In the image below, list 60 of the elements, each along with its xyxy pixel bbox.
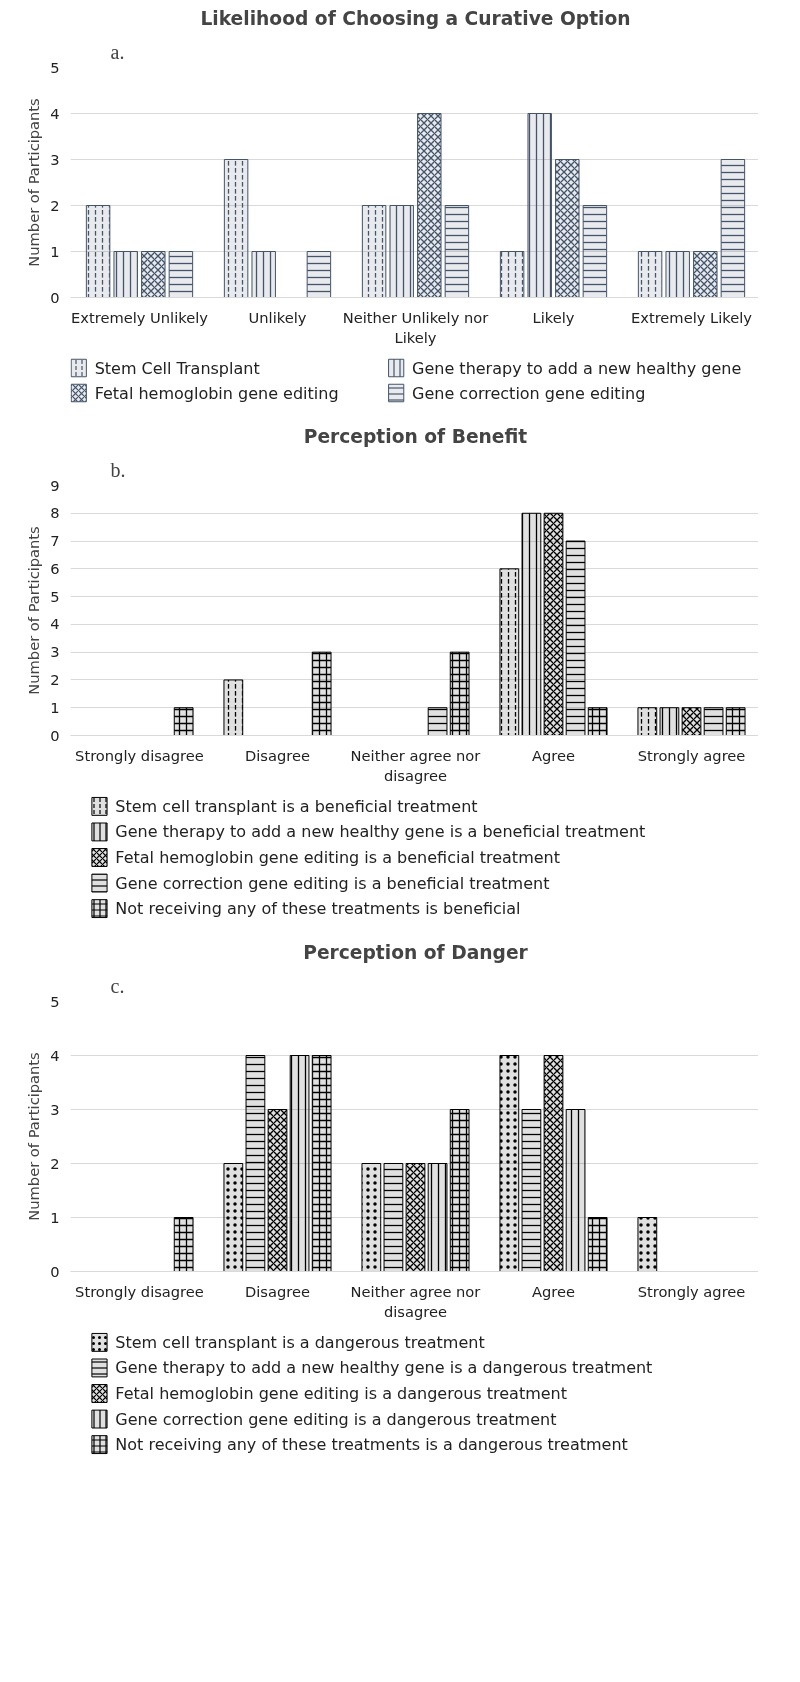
y-tick-label: 0 bbox=[50, 726, 60, 744]
y-tick-label: 9 bbox=[50, 476, 60, 494]
x-tick-label: Strongly disagree bbox=[75, 1282, 204, 1300]
y-tick-label: 4 bbox=[50, 615, 60, 633]
legend-label: Stem cell transplant is a beneficial treatment bbox=[115, 796, 478, 816]
x-tick-label: Disagree bbox=[244, 1282, 311, 1300]
y-tick-label: 4 bbox=[50, 104, 60, 122]
y-tick-label: 2 bbox=[50, 1154, 60, 1172]
text: b. bbox=[110, 458, 126, 481]
y-tick-label: 5 bbox=[50, 58, 60, 76]
legend-label: Not receiving any of these treatments is a dangerous treatment bbox=[115, 1435, 628, 1455]
x-tick-label: Neither Unlikely nor Likely bbox=[342, 308, 490, 346]
y-tick-label: 3 bbox=[50, 643, 60, 661]
legend-label: Gene therapy to add a new healthy gene is a beneficial treatment bbox=[115, 822, 646, 842]
legend-label: Gene therapy to add a new healthy gene is a dangerous treatment bbox=[115, 1358, 653, 1378]
text: c. bbox=[110, 974, 125, 997]
x-tick-label: Disagree bbox=[244, 746, 311, 764]
y-tick-label: 7 bbox=[50, 532, 60, 550]
legend-label: Gene correction gene editing is a beneficial treatment bbox=[115, 873, 550, 893]
chart-title: Likelihood of Choosing a Curative Option bbox=[200, 7, 631, 29]
legend-label: Fetal hemoglobin gene editing bbox=[94, 383, 339, 403]
y-axis-title: Number of Participants bbox=[25, 98, 43, 267]
legend-label: Not receiving any of these treatments is beneficial bbox=[115, 899, 521, 919]
text: a. bbox=[110, 40, 125, 63]
x-tick-label: Agree bbox=[531, 1282, 576, 1300]
y-tick-label: 8 bbox=[50, 504, 60, 522]
x-tick-label: Neither agree nor disagree bbox=[350, 1282, 482, 1320]
y-tick-label: 0 bbox=[50, 1262, 60, 1280]
y-tick-label: 6 bbox=[50, 559, 60, 577]
y-tick-label: 0 bbox=[50, 288, 60, 306]
legend-label: Stem Cell Transplant bbox=[94, 358, 260, 378]
legend-label: Fetal hemoglobin gene editing is a beneficial treatment bbox=[115, 848, 560, 867]
x-tick-label: Strongly agree bbox=[637, 1282, 746, 1300]
legend-label: Fetal hemoglobin gene editing is a dangerous treatment bbox=[115, 1384, 568, 1403]
y-tick-label: 2 bbox=[50, 670, 60, 688]
y-tick-label: 2 bbox=[50, 196, 60, 214]
y-axis-title: Number of Participants bbox=[25, 526, 43, 695]
x-tick-label: Agree bbox=[531, 746, 576, 764]
y-tick-label: 1 bbox=[50, 698, 60, 716]
x-tick-label: Extremely Unlikely bbox=[71, 308, 209, 326]
y-tick-label: 3 bbox=[50, 1100, 60, 1118]
y-tick-label: 4 bbox=[50, 1046, 60, 1064]
x-tick-label: Unlikely bbox=[248, 308, 307, 326]
y-tick-label: 5 bbox=[50, 587, 60, 605]
y-tick-label: 1 bbox=[50, 1208, 60, 1226]
x-tick-label: Strongly disagree bbox=[75, 746, 204, 764]
legend-label: Gene correction gene editing is a dangerous treatment bbox=[115, 1409, 557, 1429]
y-tick-label: 5 bbox=[50, 992, 60, 1010]
legend-label: Gene correction gene editing bbox=[412, 383, 646, 403]
x-tick-label: Strongly agree bbox=[637, 746, 746, 764]
x-tick-label: Likely bbox=[532, 308, 575, 326]
y-tick-label: 1 bbox=[50, 242, 60, 260]
y-tick-label: 3 bbox=[50, 150, 60, 168]
legend-label: Stem cell transplant is a dangerous treatment bbox=[115, 1332, 485, 1352]
legend-label: Gene therapy to add a new healthy gene bbox=[412, 358, 742, 378]
y-axis-title: Number of Participants bbox=[25, 1052, 43, 1221]
x-tick-label: Extremely Likely bbox=[630, 308, 753, 326]
chart-title: Perception of Danger bbox=[303, 941, 529, 963]
chart-title: Perception of Benefit bbox=[303, 425, 528, 447]
x-tick-label: Neither agree nor disagree bbox=[350, 746, 482, 784]
